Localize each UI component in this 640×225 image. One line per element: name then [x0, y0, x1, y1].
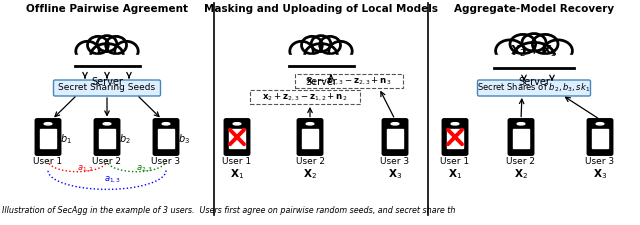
Ellipse shape	[532, 34, 558, 54]
Ellipse shape	[115, 41, 138, 61]
Bar	[513, 129, 529, 148]
FancyBboxPatch shape	[477, 80, 591, 96]
Text: $\mathbf{X}_2 + \mathbf{X}_3$: $\mathbf{X}_2 + \mathbf{X}_3$	[510, 43, 558, 59]
Text: $a_{1,3}$: $a_{1,3}$	[104, 175, 122, 185]
Text: $b_1$: $b_1$	[60, 132, 72, 146]
Text: User 3: User 3	[380, 158, 410, 166]
Ellipse shape	[543, 40, 572, 62]
Text: $b_3$: $b_3$	[178, 132, 190, 146]
FancyBboxPatch shape	[225, 119, 249, 155]
Bar	[492, 55, 575, 68]
Text: Server: Server	[518, 77, 550, 87]
Text: User 1: User 1	[223, 158, 252, 166]
FancyBboxPatch shape	[509, 119, 533, 155]
Ellipse shape	[91, 44, 124, 66]
Ellipse shape	[97, 36, 116, 52]
Text: $\mathbf{x}_2 + \mathbf{z}_{2,3} - \mathbf{z}_{1,2} + \mathbf{n}_2$: $\mathbf{x}_2 + \mathbf{z}_{2,3} - \math…	[262, 91, 348, 103]
Ellipse shape	[329, 41, 352, 61]
Text: $\mathbf{X}_3$: $\mathbf{X}_3$	[593, 167, 607, 181]
Text: $\mathbf{X}_1$: $\mathbf{X}_1$	[448, 167, 462, 181]
Ellipse shape	[514, 42, 554, 68]
FancyBboxPatch shape	[36, 119, 60, 155]
Ellipse shape	[510, 34, 536, 54]
Text: User 2: User 2	[296, 158, 324, 166]
Text: Server: Server	[305, 77, 337, 87]
Ellipse shape	[306, 123, 314, 125]
Ellipse shape	[311, 36, 331, 52]
Text: User 3: User 3	[152, 158, 180, 166]
Ellipse shape	[106, 36, 127, 54]
Ellipse shape	[522, 34, 546, 51]
Ellipse shape	[320, 36, 340, 54]
Ellipse shape	[301, 36, 323, 54]
Text: $\mathbf{X}_2$: $\mathbf{X}_2$	[303, 167, 317, 181]
Bar	[99, 129, 115, 148]
Ellipse shape	[517, 123, 525, 125]
Ellipse shape	[290, 41, 313, 61]
Text: Server: Server	[91, 77, 123, 87]
FancyBboxPatch shape	[95, 119, 119, 155]
Text: User 2: User 2	[93, 158, 122, 166]
Ellipse shape	[391, 123, 399, 125]
Ellipse shape	[305, 44, 337, 66]
Text: Masking and Uploading of Local Models: Masking and Uploading of Local Models	[204, 4, 438, 14]
Bar	[592, 129, 608, 148]
Ellipse shape	[44, 123, 52, 125]
Text: Illustration of SecAgg in the example of 3 users.  Users first agree on pairwise: Illustration of SecAgg in the example of…	[2, 206, 456, 215]
Bar	[158, 129, 173, 148]
Text: $b_2$: $b_2$	[119, 132, 131, 146]
Bar	[287, 55, 355, 67]
Ellipse shape	[76, 41, 99, 61]
Bar	[387, 129, 403, 148]
FancyBboxPatch shape	[298, 119, 322, 155]
Bar	[295, 74, 403, 88]
Text: $a_{1,2}$: $a_{1,2}$	[77, 164, 94, 174]
Ellipse shape	[103, 123, 111, 125]
FancyBboxPatch shape	[588, 119, 612, 155]
FancyBboxPatch shape	[383, 119, 407, 155]
Text: User 1: User 1	[440, 158, 470, 166]
Text: $\mathbf{X}_2$: $\mathbf{X}_2$	[514, 167, 528, 181]
Text: Aggregate-Model Recovery: Aggregate-Model Recovery	[454, 4, 614, 14]
Ellipse shape	[495, 40, 524, 62]
Bar	[73, 55, 141, 67]
Text: Secret Sharing Seeds: Secret Sharing Seeds	[58, 83, 156, 92]
Text: User 2: User 2	[506, 158, 536, 166]
FancyBboxPatch shape	[154, 119, 178, 155]
Text: User 3: User 3	[586, 158, 614, 166]
Bar	[302, 129, 317, 148]
Bar	[447, 129, 463, 148]
Text: Secret Shares of $b_2, b_3, sk_1$: Secret Shares of $b_2, b_3, sk_1$	[477, 82, 591, 94]
Text: $\mathbf{X}_1$: $\mathbf{X}_1$	[230, 167, 244, 181]
Ellipse shape	[88, 36, 108, 54]
Text: $\mathbf{X}_3$: $\mathbf{X}_3$	[388, 167, 402, 181]
FancyBboxPatch shape	[443, 119, 467, 155]
Text: $\mathbf{x}_3 - \mathbf{z}_{1,3} - \mathbf{z}_{2,3} + \mathbf{n}_3$: $\mathbf{x}_3 - \mathbf{z}_{1,3} - \math…	[307, 75, 392, 87]
Bar	[40, 129, 56, 148]
Bar	[250, 90, 360, 104]
Ellipse shape	[451, 123, 459, 125]
Ellipse shape	[596, 123, 604, 125]
Ellipse shape	[162, 123, 170, 125]
Ellipse shape	[233, 123, 241, 125]
Text: User 1: User 1	[33, 158, 63, 166]
Text: Offline Pairwise Agreement: Offline Pairwise Agreement	[26, 4, 188, 14]
Bar	[229, 129, 244, 148]
FancyBboxPatch shape	[54, 80, 161, 96]
Text: $a_{2,3}$: $a_{2,3}$	[136, 164, 153, 174]
